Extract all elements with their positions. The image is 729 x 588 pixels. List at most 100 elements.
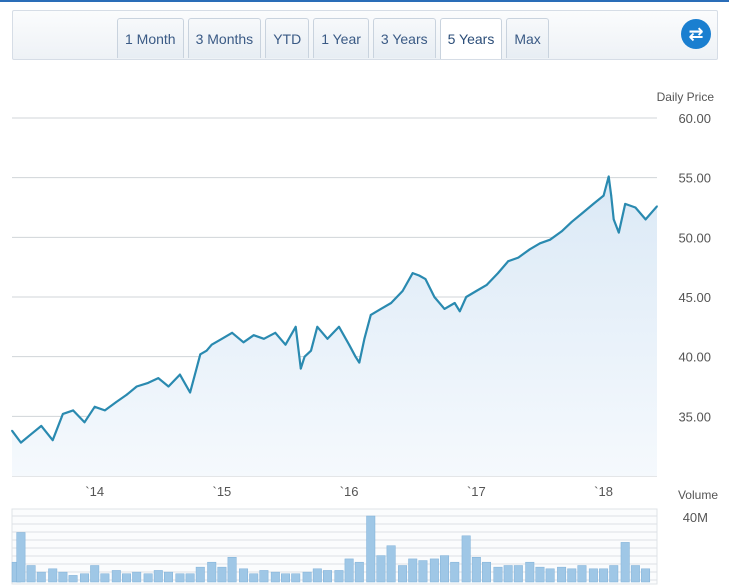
price-point xyxy=(72,409,74,412)
volume-bar xyxy=(249,573,259,583)
price-point xyxy=(299,367,302,370)
volume-bar xyxy=(323,570,332,583)
price-point xyxy=(11,429,13,432)
price-point xyxy=(83,421,86,424)
swap-arrows-icon: ⇄ xyxy=(688,23,704,44)
price-point xyxy=(549,238,552,241)
price-point xyxy=(338,325,340,328)
price-point xyxy=(380,308,382,310)
price-point xyxy=(294,325,297,328)
volume-bar xyxy=(577,565,587,583)
price-point xyxy=(30,433,32,436)
price-point xyxy=(475,290,478,292)
price-point xyxy=(581,212,583,215)
tab-3-months[interactable]: 3 Months xyxy=(187,18,262,58)
volume-bar xyxy=(239,568,249,583)
price-point xyxy=(93,405,96,408)
volume-bar xyxy=(471,557,481,583)
volume-bar xyxy=(366,515,376,583)
price-point xyxy=(61,413,64,415)
volume-bar xyxy=(450,561,460,583)
x-tick-label: `14 xyxy=(85,484,104,499)
price-point xyxy=(210,343,213,346)
volume-bar xyxy=(195,566,205,583)
price-point xyxy=(125,393,128,396)
volume-bar xyxy=(482,561,492,583)
price-point xyxy=(401,290,404,292)
price-point xyxy=(189,391,192,394)
price-point xyxy=(656,205,658,208)
volume-bar xyxy=(291,573,301,583)
volume-bar xyxy=(36,571,46,583)
price-point xyxy=(363,337,366,340)
price-point xyxy=(310,349,312,352)
tab-max[interactable]: Max xyxy=(506,18,549,58)
price-point xyxy=(252,334,255,337)
price-tick-label: 60.00 xyxy=(678,111,711,126)
volume-bar xyxy=(111,570,121,583)
volume-bar xyxy=(461,535,471,583)
price-point xyxy=(497,272,499,275)
volume-tick-label: 40M xyxy=(683,510,708,525)
volume-bar xyxy=(620,542,630,583)
price-point xyxy=(231,331,233,334)
tab-1-month[interactable]: 1 Month xyxy=(117,18,184,58)
x-tick-label: `15 xyxy=(213,484,232,499)
volume-bar xyxy=(418,560,428,583)
tab-1-year[interactable]: 1 Year xyxy=(313,18,369,58)
price-tick-label: 35.00 xyxy=(678,409,711,424)
volume-bar xyxy=(207,561,217,583)
price-point xyxy=(348,343,351,346)
price-point xyxy=(570,220,573,223)
volume-bar xyxy=(429,558,439,583)
volume-bar xyxy=(90,565,100,583)
volume-bar xyxy=(567,568,577,583)
price-point xyxy=(465,296,468,298)
price-point xyxy=(205,349,208,352)
price-point xyxy=(221,337,223,340)
price-point xyxy=(485,284,488,286)
volume-bar xyxy=(545,568,555,583)
price-point xyxy=(242,341,245,344)
price-point xyxy=(453,302,456,304)
price-tick-label: 45.00 xyxy=(678,290,711,305)
price-point xyxy=(634,206,637,209)
volume-bar xyxy=(376,555,386,583)
price-point xyxy=(517,256,520,259)
volume-bar xyxy=(68,575,78,583)
tab-3-years[interactable]: 3 Years xyxy=(372,18,436,58)
price-point xyxy=(433,296,436,298)
volume-bar xyxy=(354,561,364,583)
tab-ytd[interactable]: YTD xyxy=(265,18,310,58)
price-point xyxy=(424,278,427,280)
price-point xyxy=(51,439,54,442)
volume-bar xyxy=(630,565,640,583)
price-point xyxy=(539,242,541,245)
price-point xyxy=(369,314,372,316)
price-point xyxy=(147,382,150,384)
tab-5-years[interactable]: 5 Years xyxy=(439,18,503,59)
x-tick-label: `16 xyxy=(340,484,359,499)
price-point xyxy=(262,337,265,340)
price-point xyxy=(418,274,421,277)
volume-bar xyxy=(408,558,418,583)
price-point xyxy=(167,385,170,388)
volume-bar xyxy=(557,566,567,583)
volume-bar xyxy=(513,565,523,583)
price-point xyxy=(326,337,329,340)
volume-bar xyxy=(386,545,396,583)
price-point xyxy=(644,218,647,221)
price-point xyxy=(274,331,277,334)
volume-bar xyxy=(163,571,173,583)
price-point xyxy=(40,424,43,427)
price-tick-label: 40.00 xyxy=(678,350,711,365)
swap-button[interactable]: ⇄ xyxy=(681,19,711,49)
volume-axis-title: Volume xyxy=(678,488,718,502)
volume-bar xyxy=(122,573,131,583)
price-point xyxy=(303,355,306,358)
volume-bar xyxy=(16,532,26,583)
volume-bar xyxy=(588,568,598,583)
price-point xyxy=(316,325,319,328)
volume-bar xyxy=(270,571,280,583)
